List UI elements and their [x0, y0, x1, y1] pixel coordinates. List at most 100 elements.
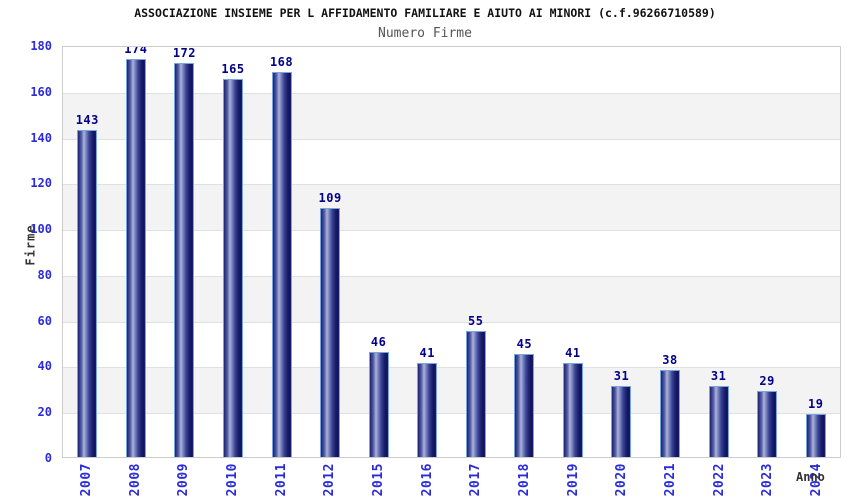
x-tick-label: 2021 [663, 463, 679, 497]
x-tick-label: 2012 [322, 463, 338, 497]
y-tick-label: 140 [30, 130, 52, 145]
x-tick-label: 2007 [78, 463, 94, 497]
x-tick-label-slot: 2011 [257, 463, 306, 500]
bar-slot-2007: 143 [63, 47, 112, 457]
bar-value-label: 41 [565, 346, 581, 361]
bar-2020 [611, 386, 632, 457]
gridline [63, 367, 840, 369]
y-tick-label: 180 [30, 39, 52, 53]
x-tick-label: 2019 [565, 463, 581, 497]
bar-slot-2015: 46 [354, 47, 403, 457]
bar-slot-2012: 109 [306, 47, 355, 457]
bar-slot-2016: 41 [403, 47, 452, 457]
bars-container: 143 174 172 165 168 109 46 41 55 45 41 31 38 31 29 19 [63, 47, 840, 457]
bar-slot-2023: 29 [743, 47, 792, 457]
x-tick-label-slot: 2017 [452, 463, 501, 500]
x-axis-tick-labels: 2007 2008 2009 2010 2011 2012 2015 2016 2017 2018… [62, 463, 841, 500]
x-tick-label: 2010 [224, 463, 240, 497]
x-tick-label-slot: 2015 [354, 463, 403, 500]
y-tick-label: 40 [37, 359, 52, 374]
gridline [63, 413, 840, 415]
y-tick-label: 120 [30, 176, 52, 191]
x-tick-label-slot: 2023 [744, 463, 793, 500]
bar-value-label: 174 [124, 46, 148, 56]
x-tick-label: 2022 [711, 463, 727, 497]
bar-slot-2022: 31 [694, 47, 743, 457]
x-tick-label: 2009 [176, 463, 192, 497]
bar-value-label: 143 [75, 112, 99, 127]
y-tick-label: 80 [37, 267, 52, 282]
x-tick-label: 2015 [370, 463, 386, 497]
bar-value-label: 38 [662, 353, 678, 368]
bar-value-label: 46 [370, 334, 387, 349]
bar-value-label: 19 [807, 396, 824, 411]
x-axis-title: Anno [796, 470, 825, 484]
x-tick-label-slot: 2022 [695, 463, 744, 500]
bar-value-label: 172 [172, 46, 196, 61]
bar-2010 [222, 79, 243, 457]
x-tick-label: 2017 [468, 463, 484, 497]
bar-value-label: 55 [468, 314, 484, 329]
gridline [63, 230, 840, 232]
x-tick-label: 2018 [517, 463, 533, 497]
bar-slot-2011: 168 [257, 47, 306, 457]
x-tick-label-slot: 2010 [208, 463, 257, 500]
bar-value-label: 29 [759, 373, 775, 388]
bar-2009 [174, 63, 195, 457]
bar-slot-2008: 174 [112, 47, 161, 457]
bar-2007 [77, 129, 98, 457]
bar-2008 [125, 58, 146, 457]
y-tick-label: 100 [30, 222, 52, 237]
bar-slot-2018: 45 [500, 47, 549, 457]
x-tick-label-slot: 2008 [111, 463, 160, 500]
x-tick-label: 2011 [273, 463, 289, 497]
gridline [63, 275, 840, 277]
bar-2019 [562, 363, 583, 457]
x-tick-label: 2016 [419, 463, 435, 497]
bar-slot-2009: 172 [160, 47, 209, 457]
x-tick-label-slot: 2021 [646, 463, 695, 500]
bar-2023 [757, 390, 778, 457]
x-tick-label-slot: 2018 [500, 463, 549, 500]
gridline [63, 138, 840, 140]
y-tick-label: 0 [44, 451, 52, 465]
bar-2015 [368, 351, 389, 457]
gridline [63, 92, 840, 94]
bar-value-label: 31 [710, 369, 727, 384]
bar-slot-2019: 41 [549, 47, 598, 457]
y-tick-label: 60 [37, 313, 52, 328]
x-tick-label-slot: 2016 [403, 463, 452, 500]
bar-value-label: 168 [269, 55, 294, 70]
bar-slot-2017: 55 [452, 47, 501, 457]
plot-area: 143 174 172 165 168 109 46 41 55 45 41 31 38 31 29 19 [62, 46, 841, 458]
bar-2024 [805, 413, 826, 457]
bar-value-label: 31 [613, 369, 630, 384]
bar-slot-2024: 19 [791, 47, 840, 457]
bar-2012 [320, 207, 341, 457]
x-tick-label-slot: 2019 [549, 463, 598, 500]
gridline [63, 184, 840, 186]
bar-2021 [660, 370, 681, 457]
bar-slot-2020: 31 [597, 47, 646, 457]
bar-slot-2010: 165 [209, 47, 258, 457]
bar-value-label: 165 [221, 62, 245, 77]
gridline [63, 321, 840, 323]
chart-title: ASSOCIAZIONE INSIEME PER L AFFIDAMENTO F… [134, 6, 716, 20]
bar-slot-2021: 38 [646, 47, 695, 457]
y-axis-tick-labels: 0 20 40 60 80 100 120 140 160 180 [0, 39, 56, 465]
x-tick-label: 2008 [127, 463, 143, 497]
bar-value-label: 109 [318, 190, 342, 205]
bar-2011 [271, 72, 292, 457]
bar-value-label: 41 [419, 346, 435, 361]
x-tick-label-slot: 2020 [598, 463, 647, 500]
bar-value-label: 45 [516, 337, 533, 351]
x-tick-label-slot: 2007 [62, 463, 111, 500]
y-tick-label: 20 [37, 405, 52, 420]
x-tick-label-slot: 2009 [159, 463, 208, 500]
bar-2018 [514, 354, 535, 457]
bar-2017 [465, 331, 486, 457]
x-tick-label: 2023 [760, 463, 776, 497]
y-tick-label: 160 [30, 84, 52, 99]
x-tick-label-slot: 2012 [305, 463, 354, 500]
